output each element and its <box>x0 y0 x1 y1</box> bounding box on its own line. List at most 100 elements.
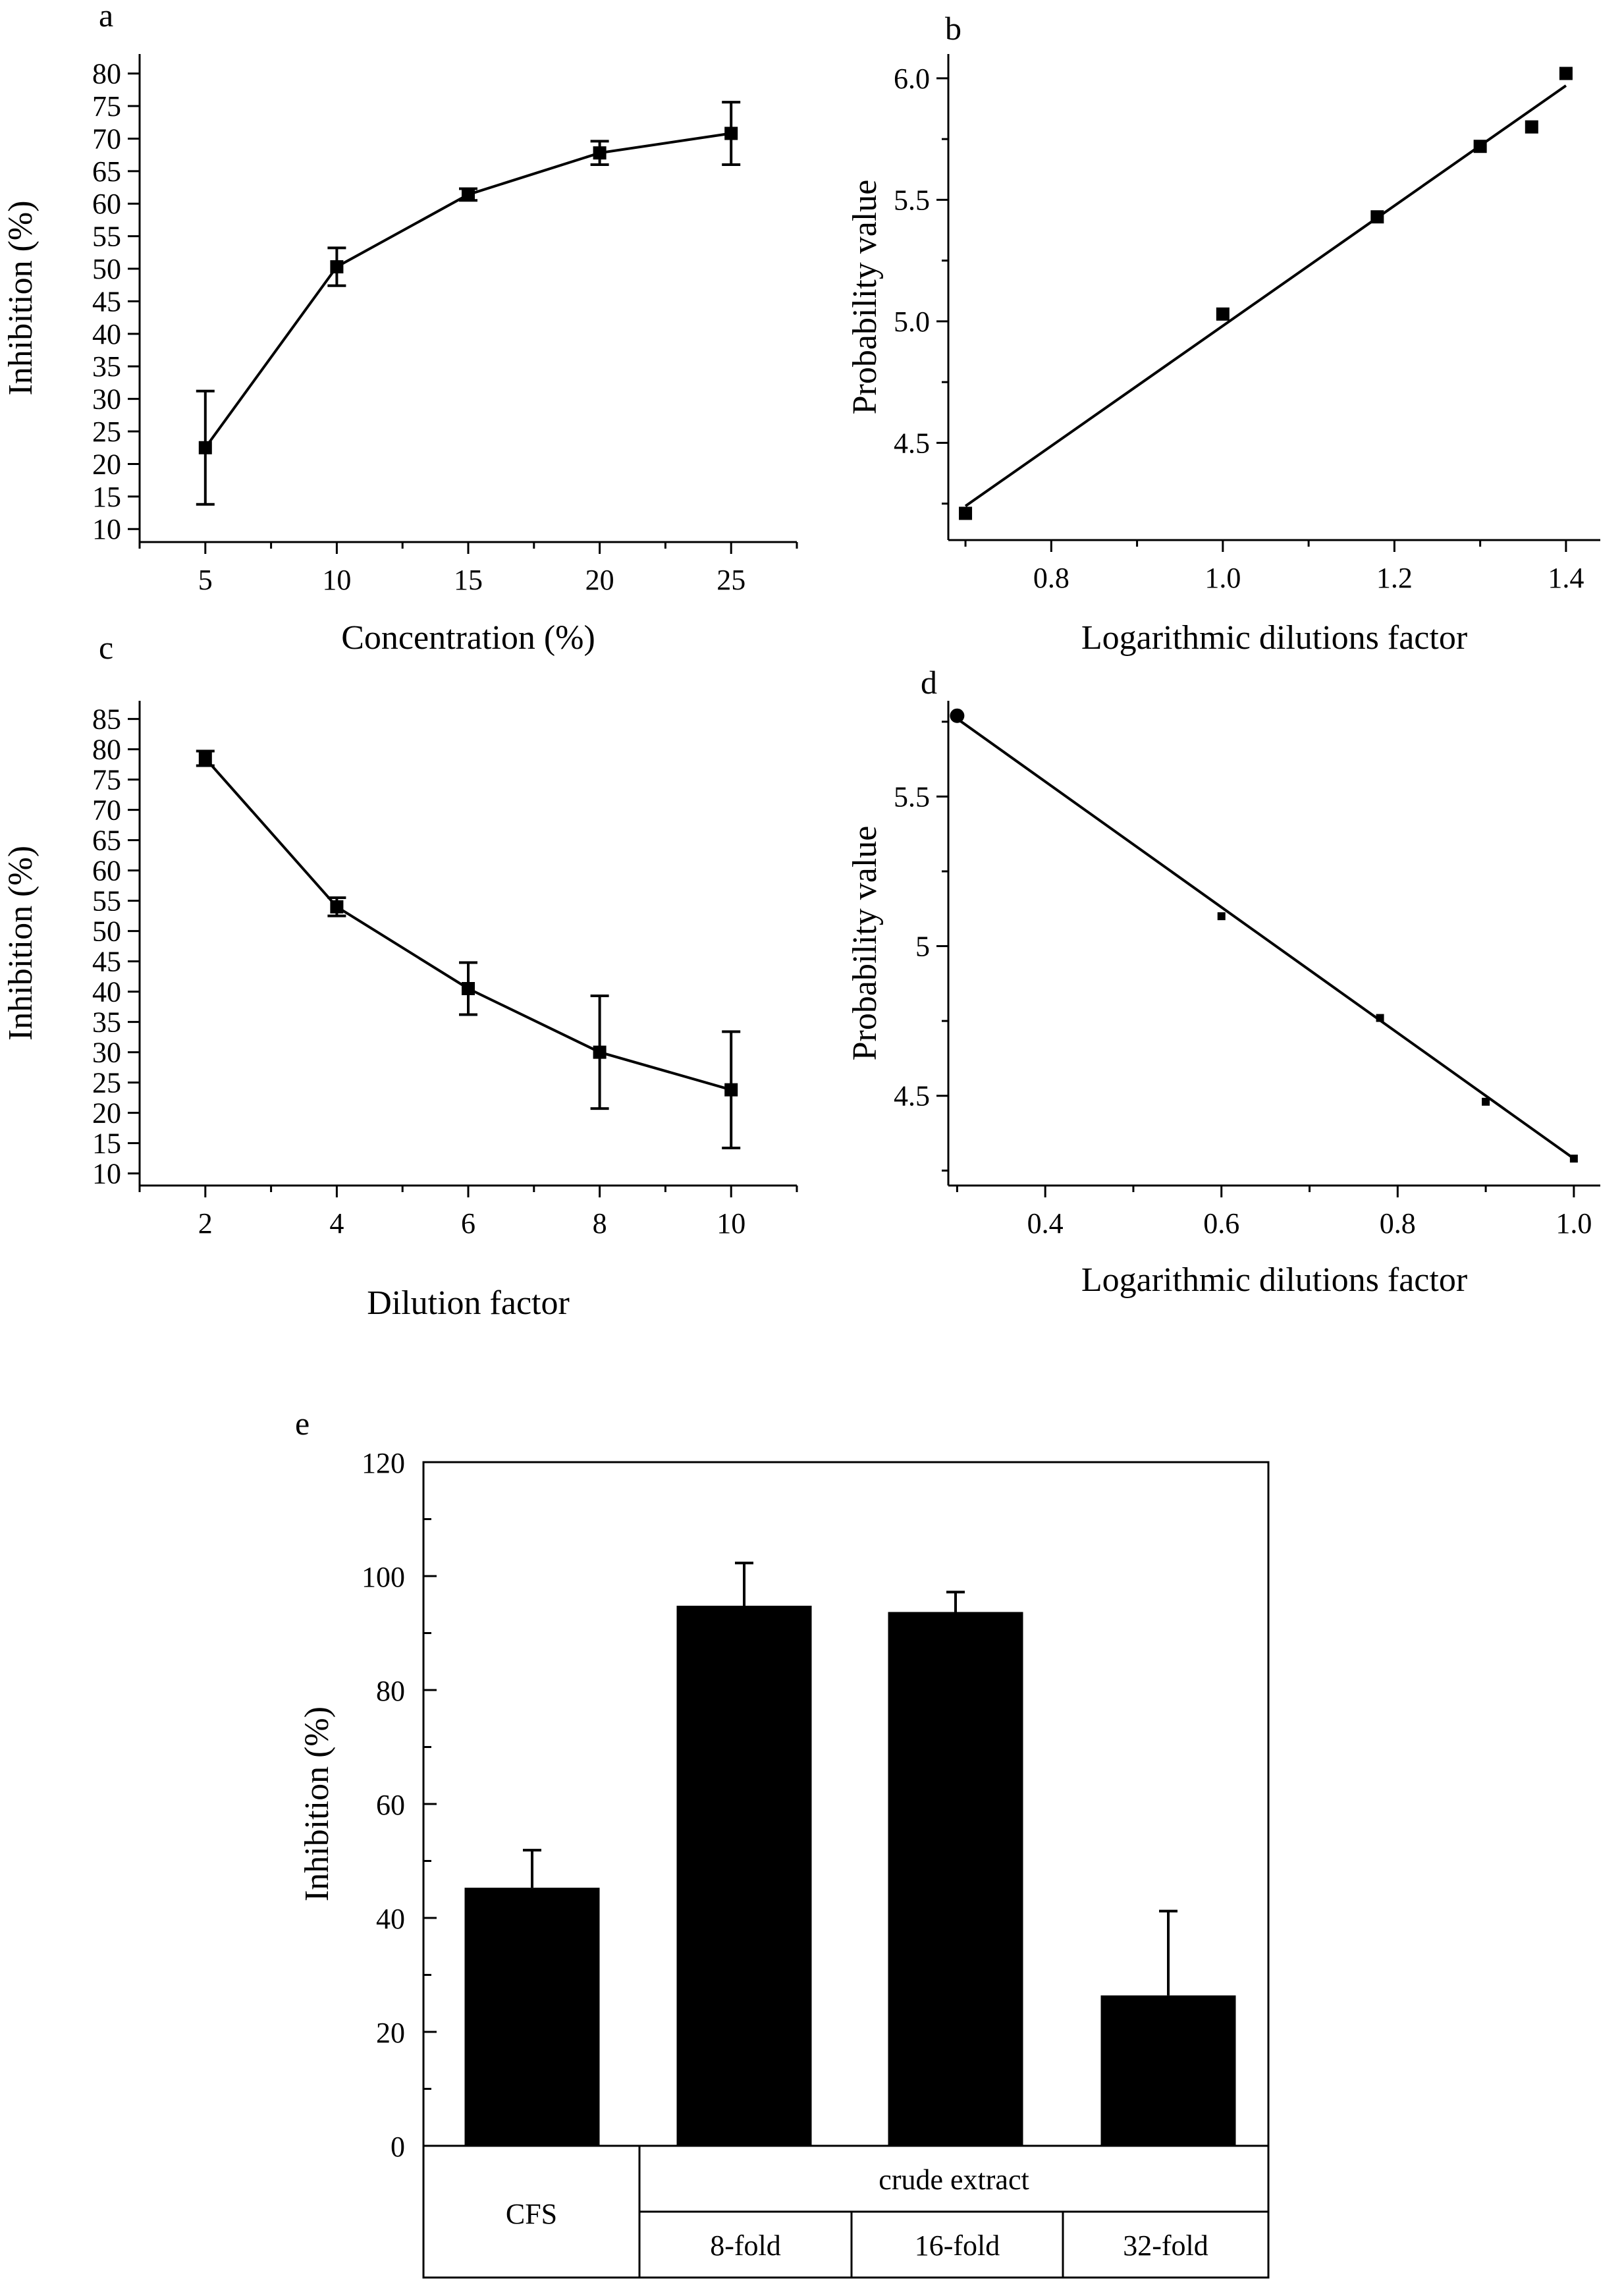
y-tick-label: 80 <box>92 734 121 766</box>
group-label: crude extract <box>879 2164 1029 2196</box>
series-line <box>204 757 732 1091</box>
y-tick-label: 55 <box>92 221 121 253</box>
y-tick-label: 65 <box>92 825 121 857</box>
x-tick-label: 1.4 <box>1548 562 1584 594</box>
panel-e: 0 20 40 60 80 100 120 Inhibition (%) e CFS crude e… <box>295 1405 1270 2279</box>
x-tick-label: 0.4 <box>1027 1207 1064 1240</box>
x-tick-label: 15 <box>454 564 483 596</box>
y-tick-label: 70 <box>92 794 121 827</box>
data-point <box>959 506 973 520</box>
data-point <box>724 1083 738 1097</box>
x-axis-title: Logarithmic dilutions factor <box>1081 619 1467 657</box>
y-tick-label: 40 <box>92 976 121 1008</box>
y-axis-title: Inhibition (%) <box>298 1707 336 1901</box>
data-point <box>593 1045 607 1059</box>
panel-c: 2 4 6 8 1010152025303540455055606570758085cD… <box>2 629 798 1322</box>
y-tick-label: 30 <box>92 383 121 416</box>
panel-label: c <box>99 629 113 666</box>
x-tick-label: 1.0 <box>1556 1207 1592 1240</box>
x-tick-label: 5 <box>198 564 213 596</box>
y-tick-label: 55 <box>92 885 121 917</box>
panel-b: 0.8 1.0 1.2 1.4 4.5 5.0 5.5 6.0 b Logarithmic dil… <box>846 10 1600 657</box>
x-axis-title: Logarithmic dilutions factor <box>1081 1261 1467 1299</box>
y-axis-title: Probability value <box>846 180 884 415</box>
panel-label: d <box>921 664 937 701</box>
data-point <box>1525 120 1538 134</box>
data-point <box>198 751 212 765</box>
x-axis-title: Concentration (%) <box>341 619 595 657</box>
data-point <box>593 146 607 160</box>
data-point <box>1370 210 1384 224</box>
y-axis-title: Inhibition (%) <box>2 846 40 1041</box>
fit-line <box>964 84 1567 507</box>
x-tick-label: 1.0 <box>1204 562 1241 594</box>
y-tick-label: 50 <box>92 253 121 285</box>
bar-32-fold <box>1100 1995 1236 2146</box>
data-point <box>950 708 965 723</box>
data-point <box>462 188 475 202</box>
y-tick-label: 4.5 <box>894 1080 930 1112</box>
x-tick-label: 1.2 <box>1376 562 1413 594</box>
y-tick-label: 0 <box>391 2131 405 2163</box>
category-label: CFS <box>506 2198 557 2230</box>
y-tick-label: 10 <box>92 1158 121 1190</box>
x-tick-label: 0.6 <box>1203 1207 1239 1240</box>
x-tick-label: 20 <box>585 564 614 596</box>
y-axis-title: Probability value <box>846 826 884 1061</box>
data-point <box>724 126 738 140</box>
y-tick-label: 5.0 <box>894 306 930 338</box>
y-tick-label: 75 <box>92 90 121 123</box>
y-tick-label: 20 <box>92 1097 121 1130</box>
data-point <box>330 900 344 914</box>
data-point <box>1482 1097 1490 1106</box>
data-point <box>330 260 344 274</box>
y-tick-label: 15 <box>92 1128 121 1160</box>
category-label: 16-fold <box>915 2229 1000 2262</box>
x-tick-label: 0.8 <box>1380 1207 1416 1240</box>
x-tick-label: 4 <box>329 1207 344 1240</box>
data-point <box>1376 1014 1384 1022</box>
y-tick-label: 45 <box>92 285 121 317</box>
data-point <box>1216 307 1230 321</box>
panel-label: e <box>295 1405 310 1442</box>
y-tick-label: 20 <box>92 448 121 480</box>
y-axis-title: Inhibition (%) <box>2 200 40 395</box>
x-tick-label: 25 <box>717 564 745 596</box>
data-point <box>1473 140 1487 153</box>
y-tick-label: 45 <box>92 946 121 978</box>
y-tick-label: 60 <box>92 855 121 887</box>
y-tick-label: 40 <box>376 1903 405 1935</box>
x-axis-title: Dilution factor <box>367 1284 570 1322</box>
bar-CFS <box>464 1888 600 2146</box>
data-point <box>1217 912 1226 921</box>
data-point <box>1569 1155 1578 1163</box>
y-tick-label: 60 <box>92 188 121 220</box>
y-tick-label: 100 <box>362 1561 405 1593</box>
panel-d: 0.4 0.6 0.8 1.0 4.5 5 5.5 d Logarithmic dilution… <box>846 664 1600 1299</box>
y-tick-label: 20 <box>376 2017 405 2049</box>
y-tick-label: 15 <box>92 481 121 513</box>
panel-label: a <box>99 0 113 34</box>
y-tick-label: 35 <box>92 1006 121 1039</box>
y-tick-label: 70 <box>92 123 121 155</box>
y-tick-label: 75 <box>92 764 121 796</box>
x-tick-label: 0.8 <box>1033 562 1069 594</box>
data-point <box>462 982 475 995</box>
y-tick-label: 85 <box>92 703 121 736</box>
y-tick-label: 65 <box>92 155 121 188</box>
x-tick-label: 10 <box>322 564 351 596</box>
y-tick-label: 50 <box>92 915 121 948</box>
x-tick-label: 10 <box>717 1207 745 1240</box>
x-tick-label: 2 <box>198 1207 213 1240</box>
panel-label: b <box>945 10 961 47</box>
series-line <box>204 132 732 449</box>
category-label: 32-fold <box>1123 2229 1208 2262</box>
y-tick-label: 35 <box>92 350 121 383</box>
y-tick-label: 10 <box>92 513 121 545</box>
y-tick-label: 40 <box>92 318 121 350</box>
y-tick-label: 25 <box>92 416 121 448</box>
y-tick-label: 6.0 <box>894 63 930 95</box>
x-tick-label: 6 <box>461 1207 475 1240</box>
y-tick-label: 25 <box>92 1067 121 1099</box>
